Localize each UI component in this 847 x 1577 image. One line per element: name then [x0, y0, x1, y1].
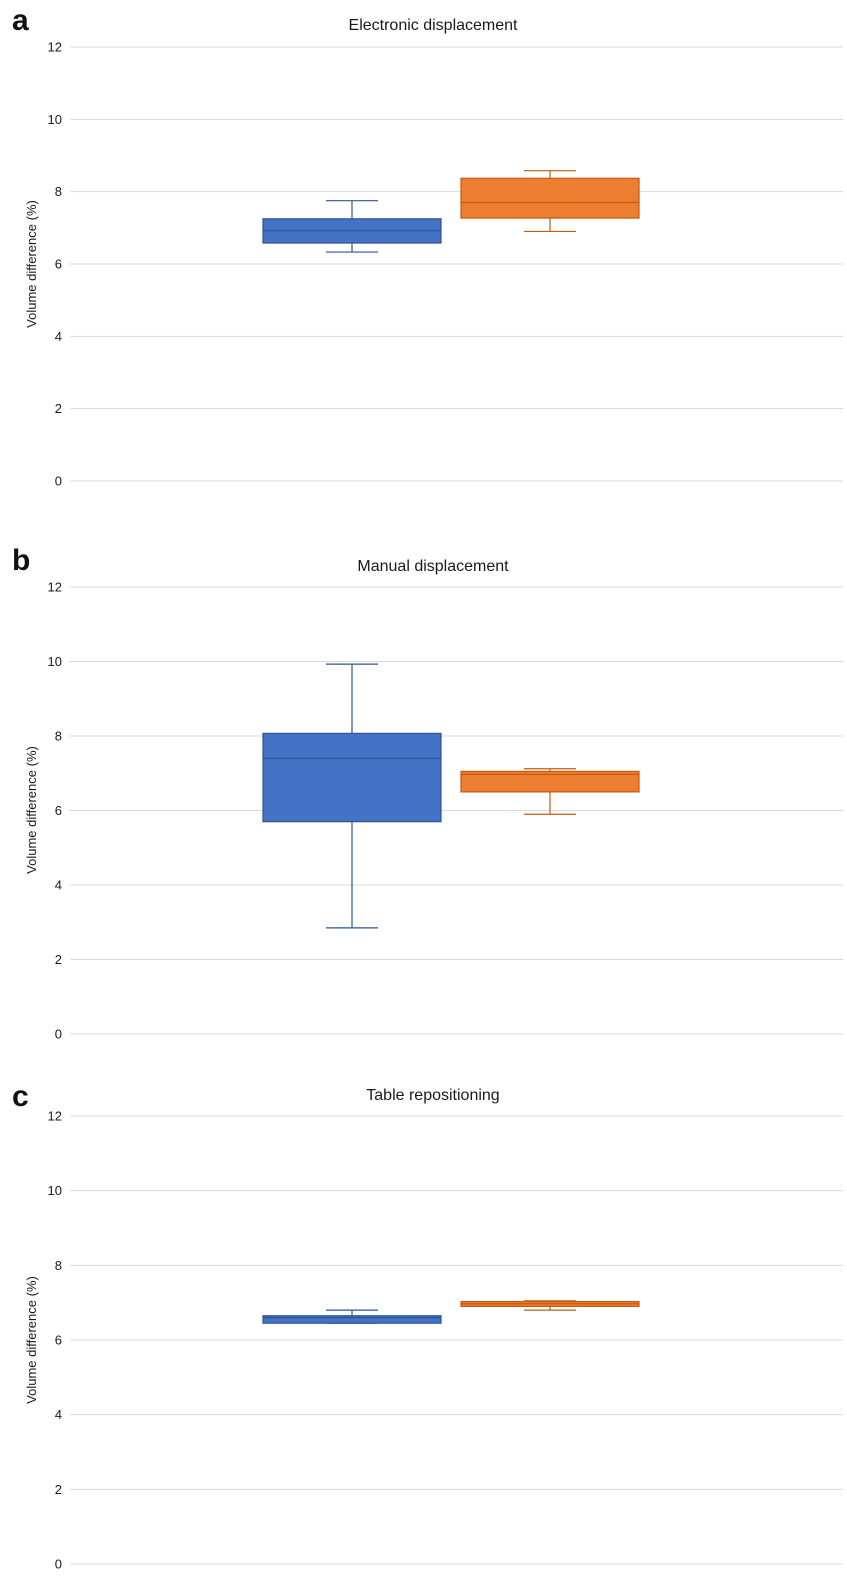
y-tick-label-a-3: 6 [55, 257, 62, 272]
iqr-box [262, 732, 442, 823]
iqr-box [460, 177, 640, 219]
iqr-box [460, 770, 640, 793]
y-tick-label-a-0: 0 [55, 474, 62, 489]
box-c-series-2 [460, 1300, 640, 1311]
y-tick-label-a-5: 10 [48, 112, 62, 127]
boxes-c [262, 1300, 640, 1324]
y-tick-label-c-5: 10 [48, 1183, 62, 1198]
y-tick-label-b-1: 2 [55, 952, 62, 967]
y-tick-label-c-4: 8 [55, 1258, 62, 1273]
gridlines-a [70, 46, 843, 482]
y-tick-label-a-2: 4 [55, 329, 62, 344]
y-tick-label-a-6: 12 [48, 40, 62, 55]
y-axis-label-a: Volume difference (%) [24, 200, 39, 328]
box-b-series-1 [262, 663, 442, 929]
panel-letter-a: a [12, 4, 29, 37]
y-ticks-c: 0 2 4 6 8 10 12 [48, 1109, 62, 1572]
y-tick-label-b-2: 4 [55, 878, 62, 893]
boxes-a [262, 170, 640, 253]
panel-c: c Table repositioning Volume difference … [12, 1080, 843, 1572]
panel-letter-b: b [12, 544, 30, 577]
panel-b: b Manual displacement Volume difference … [12, 544, 843, 1042]
y-tick-label-a-4: 8 [55, 184, 62, 199]
panel-a: a Electronic displacement Volume differe… [12, 4, 843, 489]
iqr-box [262, 1315, 442, 1324]
y-tick-label-c-1: 2 [55, 1482, 62, 1497]
y-ticks-a: 0 2 4 6 8 10 12 [48, 40, 62, 489]
y-tick-label-b-5: 10 [48, 654, 62, 669]
box-a-series-2 [460, 170, 640, 233]
y-tick-label-b-4: 8 [55, 729, 62, 744]
y-tick-label-c-0: 0 [55, 1557, 62, 1572]
y-tick-label-b-3: 6 [55, 803, 62, 818]
chart-title-a: Electronic displacement [349, 17, 519, 34]
y-axis-label-b: Volume difference (%) [24, 746, 39, 874]
y-tick-label-b-0: 0 [55, 1027, 62, 1042]
chart-title-c: Table repositioning [366, 1087, 499, 1104]
box-b-series-2 [460, 768, 640, 815]
gridlines-b [70, 586, 843, 1035]
box-a-series-1 [262, 200, 442, 253]
y-tick-label-b-6: 12 [48, 580, 62, 595]
gridlines-c [70, 1115, 843, 1565]
panel-letter-c: c [12, 1080, 29, 1113]
y-axis-label-c: Volume difference (%) [24, 1276, 39, 1404]
y-ticks-b: 0 2 4 6 8 10 12 [48, 580, 62, 1042]
boxes-b [262, 663, 640, 929]
y-tick-label-a-1: 2 [55, 401, 62, 416]
y-tick-label-c-6: 12 [48, 1109, 62, 1124]
y-tick-label-c-2: 4 [55, 1407, 62, 1422]
y-tick-label-c-3: 6 [55, 1333, 62, 1348]
box-c-series-1 [262, 1309, 442, 1324]
chart-title-b: Manual displacement [357, 558, 509, 575]
